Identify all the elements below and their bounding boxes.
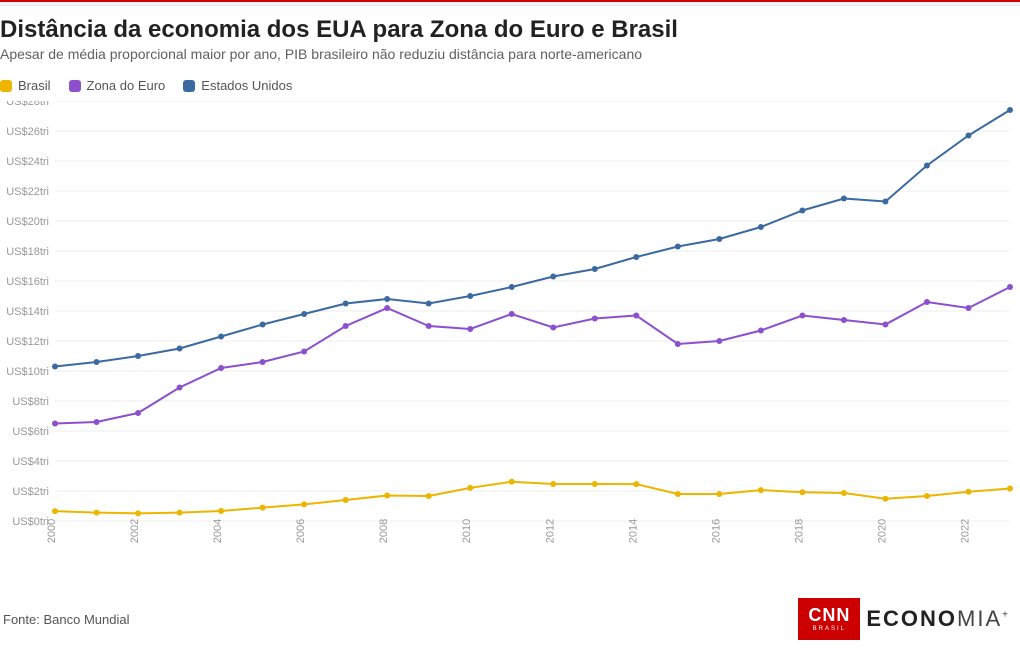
cnn-text: CNN [808,606,850,624]
svg-text:2020: 2020 [876,519,888,543]
svg-text:US$8tri: US$8tri [12,396,49,408]
svg-text:US$26tri: US$26tri [6,126,49,138]
legend-swatch [0,80,12,92]
svg-text:US$4tri: US$4tri [12,456,49,468]
svg-text:US$0tri: US$0tri [12,516,49,528]
brand-logo: CNN BRASIL ECONOMIA+ [798,598,1010,640]
svg-text:US$14tri: US$14tri [6,306,49,318]
svg-text:US$16tri: US$16tri [6,276,49,288]
legend-label: Brasil [18,78,51,93]
source-text: Fonte: Banco Mundial [3,612,129,627]
legend: Brasil Zona do Euro Estados Unidos [0,66,1020,101]
svg-text:US$2tri: US$2tri [12,486,49,498]
svg-text:US$6tri: US$6tri [12,426,49,438]
svg-text:2008: 2008 [378,519,390,543]
economia-text: ECONOMIA+ [866,606,1010,632]
legend-label: Estados Unidos [201,78,292,93]
svg-text:US$24tri: US$24tri [6,156,49,168]
legend-label: Zona do Euro [87,78,166,93]
legend-item-usa: Estados Unidos [183,78,292,93]
line-chart: US$0tri US$2tri US$4tri US$6tri US$8tri US$10… [0,101,1018,581]
svg-text:2012: 2012 [544,519,556,543]
svg-text:US$12tri: US$12tri [6,336,49,348]
svg-text:US$20tri: US$20tri [6,216,49,228]
svg-text:2002: 2002 [129,519,141,543]
cnn-logo: CNN BRASIL [798,598,860,640]
svg-text:2022: 2022 [959,519,971,543]
svg-text:US$28tri: US$28tri [6,101,49,108]
svg-text:US$22tri: US$22tri [6,186,49,198]
svg-text:US$10tri: US$10tri [6,366,49,378]
svg-text:US$18tri: US$18tri [6,246,49,258]
chart-title: Distância da economia dos EUA para Zona … [0,16,1020,44]
svg-text:2016: 2016 [710,519,722,543]
svg-text:2018: 2018 [793,519,805,543]
svg-text:2000: 2000 [46,519,58,543]
svg-text:2006: 2006 [295,519,307,543]
svg-text:2004: 2004 [212,519,224,543]
header: Distância da economia dos EUA para Zona … [0,6,1020,66]
legend-item-brasil: Brasil [0,78,51,93]
chart-svg: US$0tri US$2tri US$4tri US$6tri US$8tri US$10… [0,101,1018,581]
legend-item-eurozone: Zona do Euro [69,78,166,93]
legend-swatch [183,80,195,92]
svg-text:2010: 2010 [461,519,473,543]
cnn-subtext: BRASIL [813,626,846,632]
legend-swatch [69,80,81,92]
chart-subtitle: Apesar de média proporcional maior por a… [0,46,1020,62]
svg-text:2014: 2014 [627,519,639,543]
footer: Fonte: Banco Mundial CNN BRASIL ECONOMIA… [3,598,1010,640]
